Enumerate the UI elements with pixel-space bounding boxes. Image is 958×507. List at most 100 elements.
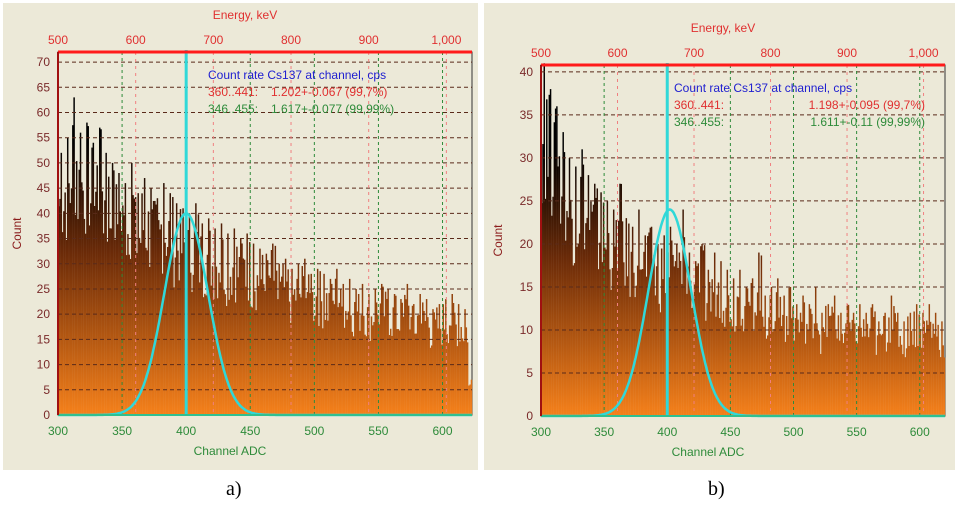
- histogram-bar: [122, 205, 124, 415]
- histogram-bar: [345, 310, 347, 415]
- histogram-bar: [378, 324, 380, 415]
- histogram-bar: [604, 247, 606, 416]
- histogram-bar: [433, 312, 436, 415]
- histogram-bar: [123, 215, 125, 415]
- histogram-bar: [618, 220, 620, 416]
- histogram-bar: [105, 152, 107, 416]
- histogram-bar: [322, 328, 324, 415]
- histogram-bar: [448, 325, 451, 415]
- histogram-bar: [689, 280, 692, 416]
- y-tick-label: 30: [37, 257, 51, 271]
- y-tick-label: 60: [37, 106, 51, 120]
- histogram-bar: [693, 284, 696, 416]
- histogram-bar: [222, 239, 224, 415]
- energy-axis-title: Energy, keV: [213, 8, 277, 22]
- legend-value-2: 1.611+-0.11 (99,99%): [810, 115, 925, 129]
- histogram-bar: [198, 282, 201, 415]
- histogram-bar: [932, 323, 934, 416]
- histogram-bar: [917, 345, 919, 416]
- histogram-bar: [133, 198, 136, 415]
- histogram-bar: [860, 327, 862, 416]
- histogram-bar: [172, 197, 174, 415]
- histogram-bar: [174, 257, 177, 415]
- histogram-bar: [257, 285, 260, 415]
- histogram-bar: [346, 319, 348, 415]
- histogram-bar: [101, 191, 104, 415]
- histogram-bar: [463, 341, 465, 415]
- histogram-bar: [820, 353, 822, 416]
- histogram-bar: [279, 281, 282, 415]
- histogram-bar: [898, 346, 900, 416]
- histogram-bar: [81, 182, 83, 415]
- histogram-bar: [549, 89, 552, 417]
- histogram-bar: [562, 132, 564, 416]
- y-tick-label: 10: [520, 323, 534, 337]
- histogram-bar: [407, 305, 410, 415]
- histogram-bar: [369, 340, 371, 415]
- histogram-bar: [563, 152, 566, 417]
- histogram-bar: [677, 267, 679, 416]
- histogram-bar: [551, 215, 553, 416]
- histogram-bar: [788, 287, 790, 416]
- histogram-bar: [672, 254, 674, 416]
- histogram-bar: [879, 333, 881, 416]
- histogram-bar: [254, 291, 256, 415]
- histogram-bar: [427, 317, 429, 415]
- histogram-bar: [740, 325, 742, 416]
- histogram-bar: [681, 284, 683, 416]
- histogram-bar: [446, 334, 448, 415]
- histogram-bar: [686, 293, 688, 416]
- histogram-bar: [387, 288, 389, 415]
- histogram-bar: [929, 321, 932, 416]
- histogram-bar: [402, 316, 405, 415]
- histogram-bar: [716, 294, 718, 416]
- histogram-bar: [191, 292, 193, 415]
- histogram-bar: [561, 196, 563, 416]
- histogram-bar: [822, 327, 824, 416]
- histogram-bar: [684, 256, 687, 416]
- histogram-bar: [118, 173, 120, 415]
- histogram-bar: [938, 349, 941, 416]
- histogram-bar: [269, 277, 271, 415]
- histogram-bar: [396, 329, 398, 415]
- histogram-bar: [355, 288, 357, 415]
- histogram-bar: [155, 204, 157, 415]
- histogram-bar: [838, 340, 841, 416]
- legend-title: Count rate Cs137 at channel, cps: [674, 81, 852, 95]
- histogram-bar: [120, 230, 123, 415]
- histogram-bar: [633, 272, 635, 416]
- histogram-bar: [828, 316, 831, 416]
- histogram-bar: [228, 299, 230, 415]
- histogram-bar: [764, 295, 766, 416]
- histogram-bar: [300, 297, 302, 415]
- histogram-bar: [743, 331, 745, 416]
- histogram-bar: [692, 296, 694, 416]
- y-tick-label: 40: [37, 206, 51, 220]
- histogram-bar: [242, 258, 245, 415]
- energy-tick-label: 800: [761, 46, 781, 60]
- y-tick-label: 0: [43, 408, 50, 422]
- histogram-bar: [760, 255, 763, 416]
- histogram-bar: [827, 304, 830, 416]
- histogram-bar: [442, 304, 445, 415]
- histogram-bar: [700, 246, 702, 416]
- histogram-bar: [66, 137, 69, 416]
- histogram-bar: [388, 335, 391, 415]
- histogram-bar: [606, 200, 609, 416]
- histogram-bar: [323, 273, 325, 415]
- histogram-bar: [375, 302, 378, 415]
- histogram-bar: [624, 285, 626, 416]
- histogram-bar: [351, 331, 353, 415]
- histogram-bar: [264, 290, 266, 415]
- histogram-bar: [594, 183, 596, 416]
- y-tick-label: 30: [520, 151, 534, 165]
- x-tick-label: 300: [48, 424, 68, 438]
- histogram-bar: [546, 99, 548, 416]
- histogram-bar: [722, 310, 725, 416]
- energy-tick-label: 900: [359, 33, 379, 47]
- histogram-bar: [745, 286, 747, 416]
- histogram-bar: [903, 321, 905, 416]
- histogram-bar: [830, 315, 832, 416]
- y-tick-label: 50: [37, 156, 51, 170]
- histogram-bar: [671, 240, 673, 416]
